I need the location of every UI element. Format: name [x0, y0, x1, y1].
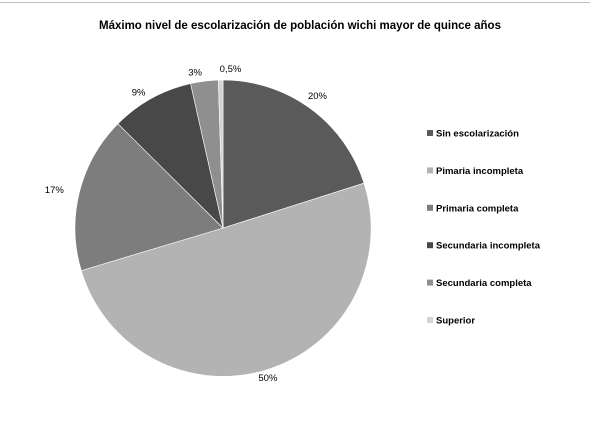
legend-label-superior: Superior: [436, 316, 475, 327]
legend-swatch-pimaria-incompleta: [427, 167, 433, 174]
pie-slice-secundaria-incompleta: [117, 83, 224, 229]
legend-label-secundaria-completa: Secundaria completa: [436, 278, 532, 289]
legend-swatch-sin-escolarizacion: [427, 130, 433, 136]
slice-label-secundaria-incompleta: 9%: [132, 88, 146, 99]
slice-label-primaria-completa: 17%: [45, 185, 65, 196]
legend-swatch-primaria-completa: [427, 204, 433, 211]
slice-label-superior: 0,5%: [220, 64, 242, 75]
slice-label-sin-escolarizacion: 20%: [308, 91, 328, 102]
legend-swatch-secundaria-completa: [427, 279, 433, 286]
legend: Sin escolarización Pimaria incompleta Prim…: [427, 129, 541, 327]
pie-slice-sin-escolarizacion: [222, 79, 365, 229]
legend-label-sin-escolarizacion: Sin escolarización: [436, 129, 519, 140]
legend-swatch-superior: [427, 317, 433, 323]
legend-label-primaria-completa: Primaria completa: [436, 203, 519, 214]
top-border-line: [0, 2, 590, 3]
pie-slice-superior: [218, 79, 224, 229]
legend-label-pimaria-incompleta: Pimaria incompleta: [436, 166, 524, 177]
slice-labels: 20% 50% 17% 9% 3% 0,5%: [45, 64, 328, 384]
pie-slice-pimaria-incompleta: [80, 182, 372, 377]
slice-label-secundaria-completa: 3%: [188, 67, 202, 78]
pie-slice-primaria-completa: [74, 123, 224, 271]
pie-slices: [74, 79, 372, 377]
legend-swatch-secundaria-incompleta: [427, 242, 433, 249]
chart-title: Máximo nivel de escolarización de poblac…: [99, 20, 501, 32]
slice-label-pimaria-incompleta: 50%: [258, 373, 278, 384]
legend-label-secundaria-incompleta: Secundaria incompleta: [436, 241, 541, 252]
